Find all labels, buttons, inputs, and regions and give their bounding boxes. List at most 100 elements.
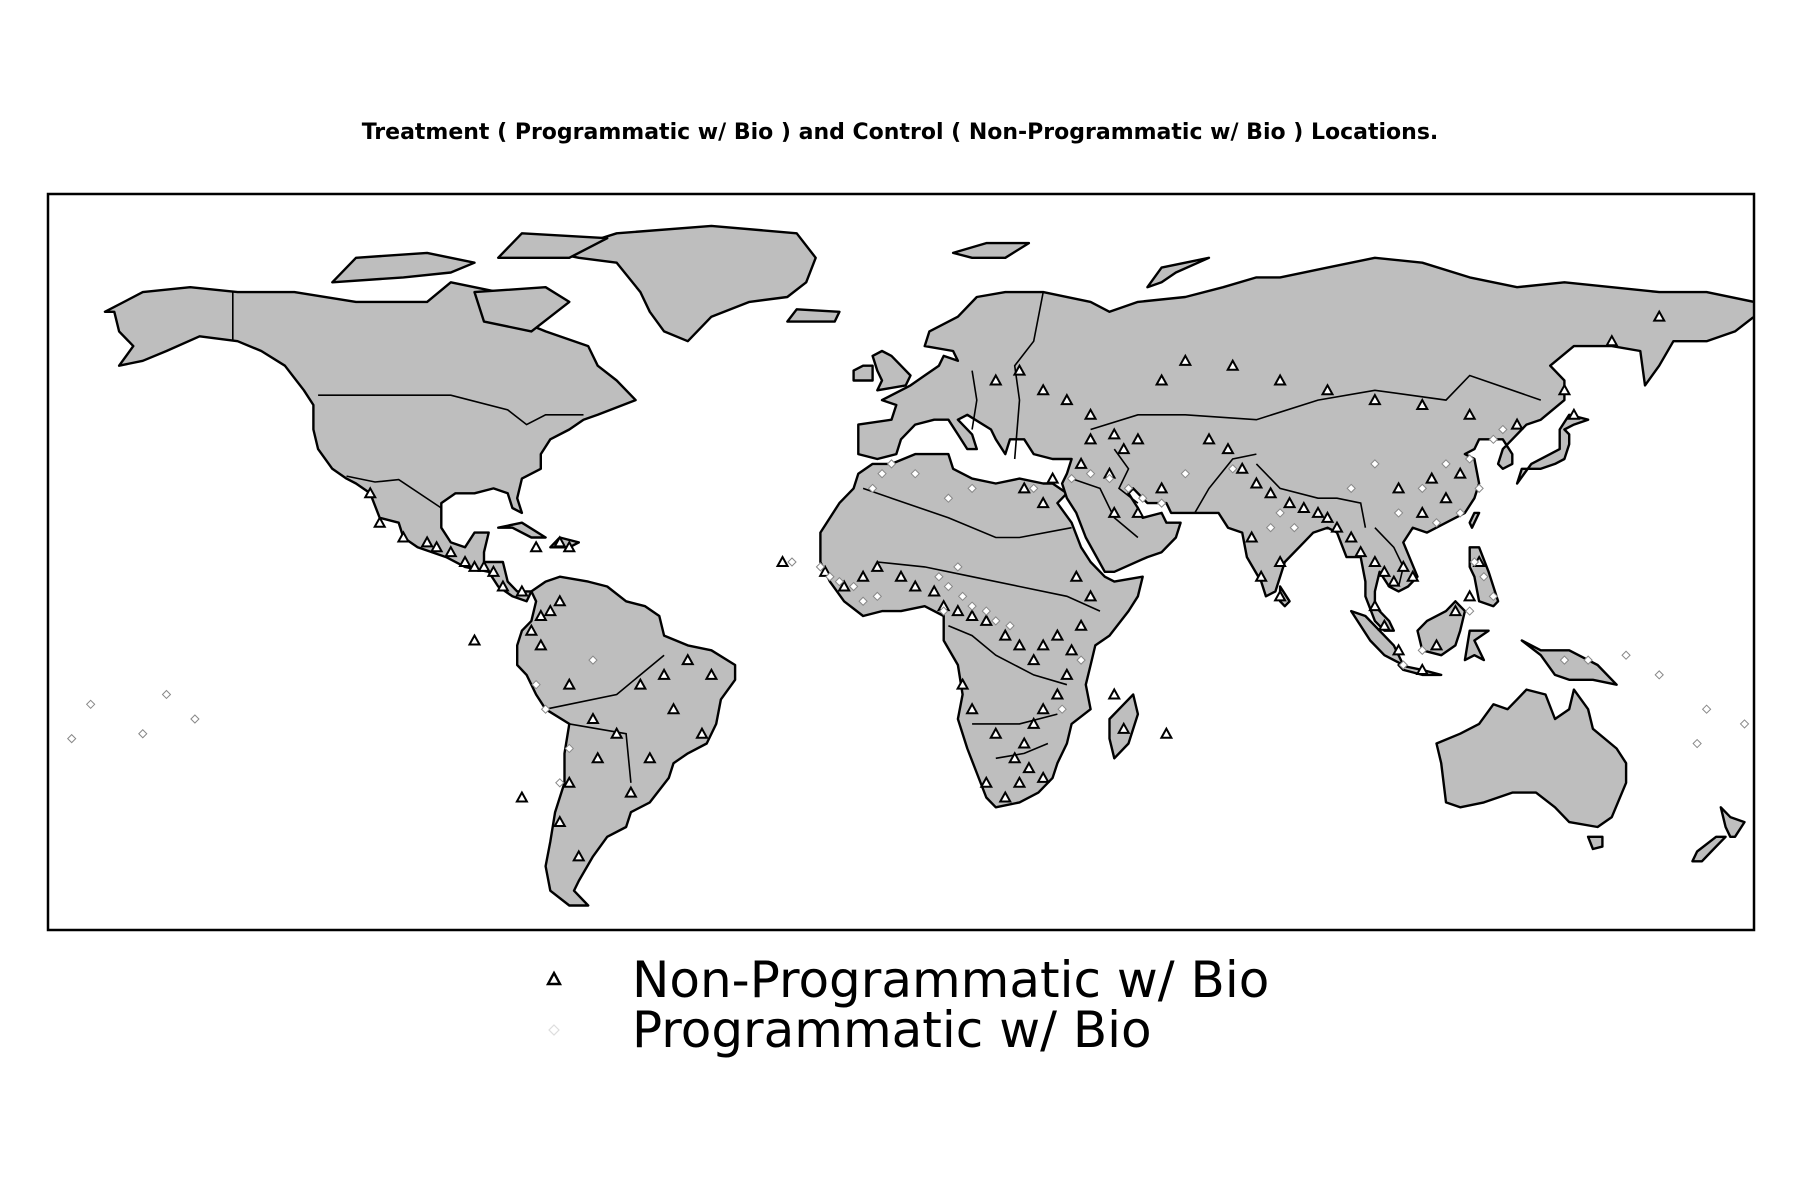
control-location-marker — [467, 633, 482, 646]
control-location-marker — [643, 751, 657, 764]
control-location-marker — [1510, 417, 1524, 430]
treatment-location-marker — [66, 733, 77, 744]
control-location-marker — [1254, 569, 1268, 582]
treatment-location-marker — [564, 743, 574, 754]
control-location-marker — [1311, 505, 1325, 518]
treatment-location-marker — [588, 655, 598, 665]
control-location-marker — [543, 604, 558, 617]
country-border — [1013, 291, 1044, 460]
control-location-marker — [562, 677, 576, 690]
land-masses — [103, 224, 1754, 907]
control-location-marker — [1391, 481, 1406, 494]
control-location-marker — [695, 726, 709, 739]
control-location-marker — [894, 569, 908, 582]
control-location-marker — [1036, 383, 1050, 396]
treatment-location-marker — [981, 606, 992, 616]
control-location-marker — [553, 814, 567, 828]
treatment-location-marker — [1464, 454, 1475, 464]
control-location-marker — [1036, 770, 1050, 783]
control-location-marker — [1050, 687, 1065, 700]
treatment-location-marker — [1559, 655, 1570, 665]
control-location-marker — [998, 628, 1012, 641]
control-location-marker — [951, 604, 965, 617]
control-location-marker — [1415, 397, 1429, 410]
control-location-marker — [1462, 407, 1477, 420]
treatment-location-marker — [138, 729, 148, 739]
landmass-africa — [819, 452, 1144, 809]
control-location-marker — [1344, 530, 1358, 543]
control-location-marker — [1008, 751, 1022, 764]
control-location-marker — [1263, 486, 1278, 499]
treatment-location-marker — [1692, 738, 1702, 749]
control-location-marker — [1249, 476, 1264, 489]
treatment-location-marker — [1469, 557, 1480, 567]
control-location-marker — [1320, 383, 1335, 396]
landmass-nz-south — [1691, 835, 1727, 863]
control-location-marker — [1273, 554, 1287, 567]
legend-label-control: Non-Programmatic w/ Bio — [632, 951, 1270, 1009]
control-location-marker — [856, 569, 870, 582]
control-location-marker — [1652, 309, 1666, 322]
control-location-marker — [1448, 604, 1463, 617]
control-location-marker — [1368, 393, 1382, 406]
control-location-marker — [1330, 520, 1344, 533]
country-border — [1194, 453, 1257, 514]
control-location-marker — [1453, 466, 1467, 479]
control-location-marker — [1273, 589, 1287, 602]
control-location-marker — [1429, 638, 1444, 651]
control-location-marker — [1377, 618, 1392, 631]
treatment-location-marker — [1739, 719, 1750, 729]
control-location-marker — [1557, 383, 1572, 396]
landmass-greenland — [553, 224, 817, 343]
control-location-marker — [908, 579, 922, 592]
control-location-marker — [1117, 721, 1131, 734]
control-location-marker — [965, 702, 979, 715]
country-border — [948, 625, 1068, 686]
treatment-location-marker — [1398, 660, 1409, 670]
control-location-marker — [1026, 653, 1041, 666]
landmass-sulawesi — [1463, 629, 1490, 662]
landmass-japan — [1515, 413, 1590, 485]
landmass-arctic-island-2 — [473, 286, 571, 333]
treatment-location-marker — [1464, 606, 1475, 616]
location-markers — [66, 309, 1750, 862]
treatment-location-marker — [1621, 650, 1631, 660]
country-border — [1071, 477, 1139, 539]
control-location-marker — [1567, 407, 1581, 420]
control-location-marker — [1083, 432, 1098, 445]
control-location-marker — [486, 564, 501, 577]
control-location-marker — [666, 702, 681, 715]
control-location-marker — [1159, 726, 1174, 739]
country-border — [1113, 448, 1139, 504]
treatment-location-marker — [1488, 591, 1499, 602]
treatment-location-marker — [967, 601, 977, 611]
control-location-marker — [1012, 363, 1027, 376]
control-location-marker — [1282, 496, 1297, 509]
control-location-marker — [1154, 481, 1169, 494]
treatment-location-marker — [1085, 468, 1096, 479]
control-location-marker — [989, 373, 1003, 386]
control-location-marker — [373, 515, 387, 528]
treatment-location-marker — [555, 778, 565, 788]
country-border — [569, 723, 632, 783]
control-location-marker — [1012, 638, 1027, 651]
control-location-marker — [1154, 373, 1169, 386]
country-border — [862, 487, 1072, 539]
control-location-marker — [1202, 432, 1216, 445]
control-location-marker — [1036, 638, 1050, 651]
country-border — [995, 742, 1049, 760]
control-location-marker — [989, 726, 1003, 739]
triangle-icon — [545, 970, 563, 986]
control-location-marker — [704, 667, 719, 680]
control-location-marker — [1226, 358, 1240, 371]
control-location-marker — [1377, 564, 1392, 577]
control-location-marker — [1017, 481, 1031, 494]
treatment-location-marker — [872, 591, 883, 602]
control-location-marker — [1273, 373, 1287, 386]
control-location-marker — [1406, 569, 1420, 582]
country-border — [971, 370, 978, 430]
control-location-marker — [1074, 456, 1088, 469]
control-location-marker — [1045, 471, 1060, 484]
landmass-cuba — [497, 521, 547, 539]
control-location-marker — [1605, 334, 1619, 347]
